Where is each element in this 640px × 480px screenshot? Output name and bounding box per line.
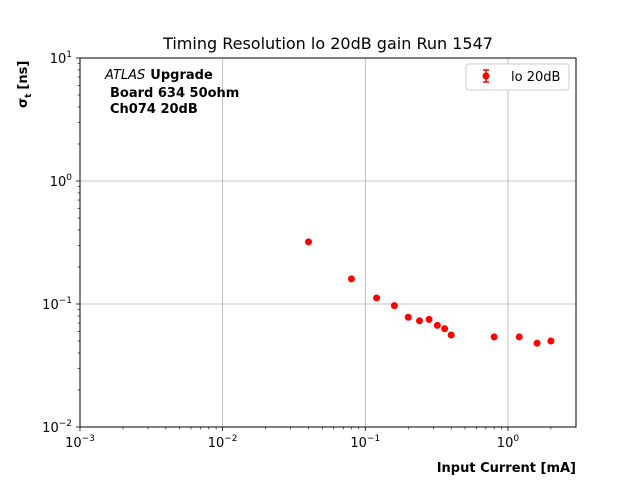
data-point — [390, 302, 398, 310]
legend-label: lo 20dB — [511, 70, 560, 85]
x-tick-label: 100 — [497, 434, 520, 451]
major-ticks — [76, 57, 509, 431]
data-points — [305, 238, 555, 347]
data-point — [441, 325, 449, 333]
y-tick-labels: 10−2 10−1 100 101 — [42, 50, 72, 436]
legend: lo 20dB — [465, 63, 570, 91]
data-point — [347, 275, 355, 283]
chart-title: Timing Resolution lo 20dB gain Run 1547 — [162, 34, 493, 53]
y-tick-label: 100 — [50, 173, 73, 190]
y-tick-label: 10−1 — [42, 296, 72, 313]
data-point — [425, 315, 433, 323]
y-tick-label: 101 — [50, 50, 72, 67]
data-point — [305, 238, 313, 246]
x-tick-label: 10−2 — [208, 434, 238, 451]
data-point — [373, 294, 381, 302]
data-point — [515, 333, 523, 341]
legend-box — [465, 63, 570, 91]
data-point — [547, 337, 555, 345]
x-axis-label: Input Current [mA] — [437, 461, 576, 476]
x-tick-labels: 10−3 10−2 10−1 100 — [65, 434, 519, 451]
x-tick-label: 10−1 — [350, 434, 380, 451]
board-label: Board 634 50ohm — [110, 86, 239, 101]
data-point — [490, 333, 498, 341]
minor-ticks — [77, 63, 552, 430]
data-point — [533, 339, 541, 347]
atlas-label: ATLAS Upgrade — [104, 68, 213, 83]
y-axis-label: σt[ns] — [16, 61, 34, 108]
data-point — [433, 321, 441, 329]
plot-frame — [79, 57, 577, 428]
x-tick-label: 10−3 — [65, 434, 95, 451]
data-point — [404, 313, 412, 321]
y-tick-label: 10−2 — [42, 419, 72, 436]
data-point — [447, 331, 455, 339]
legend-marker — [482, 72, 490, 80]
channel-label: Ch074 20dB — [110, 102, 198, 117]
data-point — [416, 317, 424, 325]
